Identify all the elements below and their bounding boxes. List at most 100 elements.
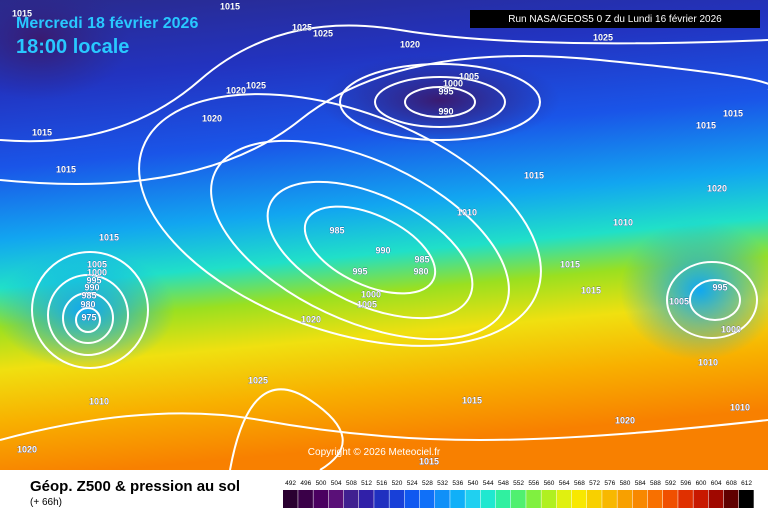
shade	[0, 250, 175, 370]
legend-label: 592	[665, 480, 676, 487]
footer-lead: (+ 66h)	[30, 497, 62, 508]
isobar-label: 1010	[730, 402, 750, 412]
legend-label: 512	[361, 480, 372, 487]
legend-label: 568	[574, 480, 585, 487]
legend-swatch	[328, 490, 344, 508]
legend-label: 508	[346, 480, 357, 487]
legend-label: 588	[650, 480, 661, 487]
isobar-label: 1005	[459, 71, 479, 81]
isobar-label: 1010	[457, 207, 477, 217]
isobar-label: 985	[81, 290, 96, 300]
isobar-label: 1015	[723, 108, 743, 118]
legend-swatch	[343, 490, 359, 508]
legend-label: 580	[620, 480, 631, 487]
legend-label: 516	[376, 480, 387, 487]
isobar-label: 1015	[560, 259, 580, 269]
isobar-label: 1015	[419, 456, 439, 466]
isobar-label: 1020	[615, 415, 635, 425]
legend-swatch	[313, 490, 329, 508]
isobar-label: 1015	[581, 285, 601, 295]
isobar-label: 990	[84, 282, 99, 292]
legend-label: 560	[544, 480, 555, 487]
legend-label: 532	[437, 480, 448, 487]
legend-swatch	[495, 490, 511, 508]
legend-swatch	[556, 490, 572, 508]
legend-label: 552	[513, 480, 524, 487]
isobar-label: 975	[81, 312, 96, 322]
legend-label: 608	[726, 480, 737, 487]
isobar-label: 1015	[32, 127, 52, 137]
time: 18:00 locale	[16, 36, 129, 58]
legend-swatch	[298, 490, 313, 508]
legend-swatch	[511, 490, 526, 508]
isobar-label: 1015	[524, 170, 544, 180]
legend-swatch	[663, 490, 678, 508]
shade	[320, 55, 560, 145]
isobar-label: 1010	[698, 357, 718, 367]
isobar-label: 995	[438, 86, 453, 96]
isobar-label: 1005	[87, 259, 107, 269]
isobar-label: 980	[413, 266, 428, 276]
legend-swatch	[283, 490, 298, 508]
legend-label: 544	[483, 480, 494, 487]
isobar-label: 1015	[696, 120, 716, 130]
legend-label: 520	[392, 480, 403, 487]
isobar-label: 990	[375, 245, 390, 255]
legend-swatch	[404, 490, 420, 508]
isobar-label: 1010	[613, 217, 633, 227]
legend-swatch	[723, 490, 739, 508]
isobar-label: 1025	[246, 80, 266, 90]
isobar-label: 1000	[361, 289, 381, 299]
run-info: Run NASA/GEOS5 0 Z du Lundi 16 février 2…	[508, 14, 722, 25]
isobar-label: 1015	[56, 164, 76, 174]
isobar-label: 980	[80, 299, 95, 309]
legend-swatch	[632, 490, 648, 508]
date: Mercredi 18 février 2026	[16, 15, 198, 32]
isobar-label: 990	[438, 106, 453, 116]
legend-swatch	[419, 490, 435, 508]
isobar-label: 1025	[248, 375, 268, 385]
shade	[0, 0, 130, 100]
legend-label: 492	[285, 480, 296, 487]
isobar-label: 995	[352, 266, 367, 276]
legend-label: 500	[316, 480, 327, 487]
legend-label: 600	[696, 480, 707, 487]
isobar-label: 1025	[593, 32, 613, 42]
legend-label: 584	[635, 480, 646, 487]
isobar-label: 1020	[226, 85, 246, 95]
legend-label: 548	[498, 480, 509, 487]
legend-swatch	[480, 490, 496, 508]
legend-swatch	[571, 490, 587, 508]
isobar-label: 1020	[17, 444, 37, 454]
legend-label: 572	[589, 480, 600, 487]
run-box	[470, 10, 760, 28]
isobar-label: 1020	[202, 113, 222, 123]
isobar-label: 985	[414, 254, 429, 264]
isobar-label: 1015	[99, 232, 119, 242]
legend-swatch	[389, 490, 405, 508]
legend-swatch	[693, 490, 709, 508]
legend-label: 496	[300, 480, 311, 487]
legend-label: 536	[452, 480, 463, 487]
isobar-label: 1025	[313, 28, 333, 38]
legend-swatch	[708, 490, 724, 508]
isobar-label: 1000	[87, 267, 107, 277]
legend-label: 596	[680, 480, 691, 487]
legend-label: 612	[741, 480, 752, 487]
isobar-label: 1000	[721, 324, 741, 334]
isobar-label: 1020	[400, 39, 420, 49]
isobar-label: 1005	[357, 299, 377, 309]
legend-label: 564	[559, 480, 570, 487]
legend: 492 496 500 504 508 512 516 520 524 528 532 536 540 5…	[283, 480, 754, 508]
isobar-label: 995	[712, 282, 727, 292]
legend-swatch	[739, 490, 754, 508]
legend-swatch	[678, 490, 693, 508]
isobar-label: 1020	[301, 314, 321, 324]
legend-swatch	[602, 490, 617, 508]
isobar-label: 1010	[89, 396, 109, 406]
isobar-label: 1015	[12, 8, 32, 18]
footer-title: Géop. Z500 & pression au sol	[30, 478, 240, 495]
isobar-label: 995	[86, 275, 101, 285]
legend-label: 540	[468, 480, 479, 487]
